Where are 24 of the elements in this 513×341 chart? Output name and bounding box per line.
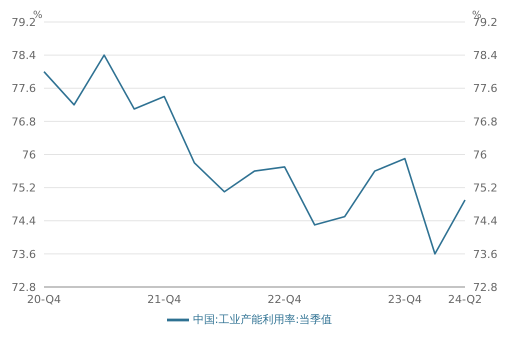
y-tick-label: 76 [22, 148, 36, 162]
x-tick-label: 22-Q4 [268, 292, 302, 306]
y2-tick-label: 76 [473, 148, 487, 162]
y2-tick-label: 78.4 [473, 49, 498, 62]
y2-tick-label: 74.4 [473, 214, 498, 228]
y-tick-label: 76.8 [12, 115, 36, 128]
y-tick-label: 75.2 [12, 182, 36, 195]
y-tick-label: 72.8 [12, 280, 36, 294]
y-tick-label: 73.6 [12, 248, 36, 261]
y2-tick-label: 73.6 [473, 248, 498, 261]
y2-tick-label: 72.8 [473, 280, 498, 294]
x-tick-label: 20-Q4 [26, 292, 62, 306]
y-tick-label: 79.2 [12, 16, 36, 29]
y2-tick-label: 76.8 [473, 115, 498, 128]
x-tick-label: 24-Q2 [448, 292, 482, 306]
x-tick-label: 23-Q4 [388, 292, 422, 306]
y-tick-label: 77.6 [12, 82, 36, 96]
y2-tick-label: 77.6 [473, 82, 498, 96]
y-tick-label: 78.4 [12, 49, 36, 62]
legend-label: 中国:工业产能利用率:当季值 [192, 313, 332, 326]
y2-tick-label: 75.2 [473, 182, 498, 195]
line-series [43, 54, 466, 255]
y-tick-label: 74.4 [12, 214, 36, 228]
x-tick-label: 21-Q4 [147, 292, 182, 306]
